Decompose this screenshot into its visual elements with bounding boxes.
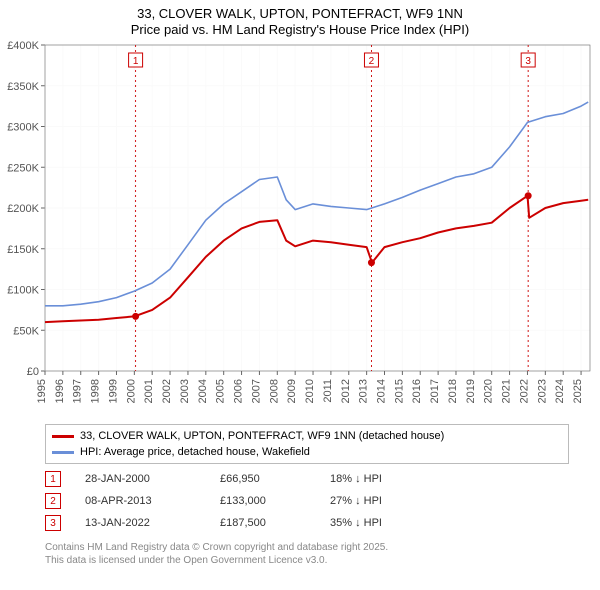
svg-text:£400K: £400K [7, 40, 39, 52]
svg-text:2020: 2020 [483, 379, 495, 403]
svg-text:£300K: £300K [7, 121, 39, 133]
line-chart: £0 £50K £100K £150K £200K £250K £300K £350K £400… [0, 39, 600, 419]
sale-date: 08-APR-2013 [85, 495, 220, 507]
svg-text:3: 3 [525, 56, 531, 67]
sale-marker-box: 2 [45, 493, 61, 509]
svg-text:2005: 2005 [215, 379, 227, 403]
svg-text:£0: £0 [27, 366, 39, 378]
sale-row: 2 08-APR-2013£133,00027% ↓ HPI [45, 490, 440, 512]
svg-text:2017: 2017 [429, 379, 441, 403]
svg-text:2024: 2024 [554, 379, 566, 403]
sale-delta: 35% ↓ HPI [330, 517, 440, 529]
svg-text:2004: 2004 [197, 379, 209, 403]
svg-text:£150K: £150K [7, 243, 39, 255]
footer-line-1: Contains HM Land Registry data © Crown c… [45, 542, 388, 555]
svg-text:2008: 2008 [268, 379, 280, 403]
sale-marker-box: 1 [45, 471, 61, 487]
svg-text:£350K: £350K [7, 80, 39, 92]
legend-label: HPI: Average price, detached house, Wake… [80, 446, 310, 458]
svg-text:2010: 2010 [304, 379, 316, 403]
svg-text:2018: 2018 [447, 379, 459, 403]
legend-item: HPI: Average price, detached house, Wake… [52, 444, 562, 460]
svg-text:£100K: £100K [7, 284, 39, 296]
chart-titles: 33, CLOVER WALK, UPTON, PONTEFRACT, WF9 … [0, 0, 600, 39]
sale-price: £187,500 [220, 517, 330, 529]
svg-text:2012: 2012 [340, 379, 352, 403]
sale-date: 13-JAN-2022 [85, 517, 220, 529]
sale-row: 3 13-JAN-2022£187,50035% ↓ HPI [45, 512, 440, 534]
sale-delta: 18% ↓ HPI [330, 473, 440, 485]
svg-text:2002: 2002 [161, 379, 173, 403]
svg-text:1995: 1995 [36, 379, 48, 403]
sale-marker-box: 3 [45, 515, 61, 531]
footer-note: Contains HM Land Registry data © Crown c… [45, 542, 388, 567]
svg-text:2014: 2014 [376, 379, 388, 403]
legend-item: 33, CLOVER WALK, UPTON, PONTEFRACT, WF9 … [52, 428, 562, 444]
svg-text:2003: 2003 [179, 379, 191, 403]
svg-text:2006: 2006 [233, 379, 245, 403]
svg-text:2: 2 [369, 56, 375, 67]
svg-text:1996: 1996 [54, 379, 66, 403]
svg-text:£50K: £50K [13, 325, 39, 337]
svg-text:1999: 1999 [107, 379, 119, 403]
title-line-2: Price paid vs. HM Land Registry's House … [0, 22, 600, 38]
sale-row: 1 28-JAN-2000£66,95018% ↓ HPI [45, 468, 440, 490]
legend: 33, CLOVER WALK, UPTON, PONTEFRACT, WF9 … [45, 424, 569, 464]
legend-swatch [52, 435, 74, 438]
svg-text:2013: 2013 [358, 379, 370, 403]
svg-text:2016: 2016 [411, 379, 423, 403]
svg-text:2011: 2011 [322, 379, 334, 403]
svg-text:1998: 1998 [90, 379, 102, 403]
title-line-1: 33, CLOVER WALK, UPTON, PONTEFRACT, WF9 … [0, 6, 600, 22]
svg-text:2025: 2025 [572, 379, 584, 403]
svg-text:2015: 2015 [393, 379, 405, 403]
sale-delta: 27% ↓ HPI [330, 495, 440, 507]
chart-container: 33, CLOVER WALK, UPTON, PONTEFRACT, WF9 … [0, 0, 600, 590]
svg-text:2000: 2000 [125, 379, 137, 403]
footer-line-2: This data is licensed under the Open Gov… [45, 555, 388, 568]
svg-text:2009: 2009 [286, 379, 298, 403]
legend-swatch [52, 451, 74, 454]
sales-table: 1 28-JAN-2000£66,95018% ↓ HPI 2 08-APR-2013… [45, 468, 440, 534]
svg-text:1997: 1997 [72, 379, 84, 403]
svg-text:2021: 2021 [501, 379, 513, 403]
sale-price: £133,000 [220, 495, 330, 507]
svg-text:2019: 2019 [465, 379, 477, 403]
svg-text:£250K: £250K [7, 162, 39, 174]
sale-date: 28-JAN-2000 [85, 473, 220, 485]
svg-text:2023: 2023 [536, 379, 548, 403]
svg-text:1: 1 [133, 56, 139, 67]
svg-text:2007: 2007 [250, 379, 262, 403]
sale-price: £66,950 [220, 473, 330, 485]
svg-text:£200K: £200K [7, 203, 39, 215]
svg-text:2001: 2001 [143, 379, 155, 403]
legend-label: 33, CLOVER WALK, UPTON, PONTEFRACT, WF9 … [80, 430, 444, 442]
svg-text:2022: 2022 [518, 379, 530, 403]
